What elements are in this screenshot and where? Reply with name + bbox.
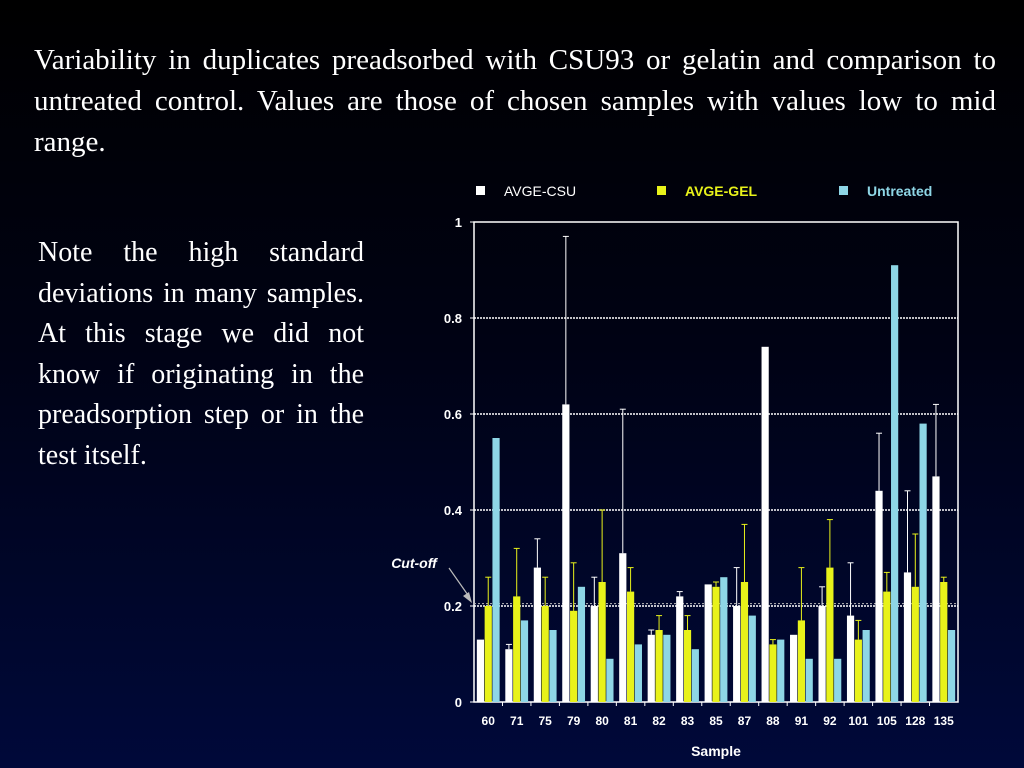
bar-avge-gel-75 — [541, 606, 549, 702]
bar-avge-csu-91 — [790, 634, 798, 702]
bar-avge-csu-79 — [562, 404, 570, 702]
cutoff-arrow — [448, 567, 471, 599]
bar-avge-gel-128 — [911, 586, 919, 702]
bar-untreated-92 — [834, 658, 842, 702]
x-tick-label: 105 — [877, 714, 897, 728]
legend-label: AVGE-GEL — [685, 183, 758, 199]
bar-avge-gel-105 — [883, 591, 891, 702]
x-tick-label: 81 — [624, 714, 638, 728]
legend-swatch — [476, 186, 485, 195]
x-tick-label: 83 — [681, 714, 695, 728]
bar-untreated-105 — [891, 265, 899, 702]
bar-avge-gel-92 — [826, 567, 834, 702]
bar-untreated-91 — [805, 658, 813, 702]
bar-untreated-60 — [492, 438, 500, 702]
bar-avge-gel-91 — [797, 620, 806, 702]
bar-untreated-81 — [634, 644, 642, 702]
bar-untreated-79 — [577, 586, 586, 702]
bar-avge-csu-128 — [903, 572, 912, 702]
bar-avge-gel-135 — [940, 582, 948, 702]
bar-untreated-82 — [663, 634, 671, 702]
x-tick-label: 60 — [482, 714, 496, 728]
bar-avge-gel-85 — [712, 586, 720, 702]
x-tick-label: 75 — [538, 714, 552, 728]
bar-avge-csu-88 — [761, 346, 769, 702]
y-tick-label: 0.8 — [444, 311, 462, 326]
y-tick-label: 0.2 — [444, 599, 462, 614]
legend-swatch — [657, 186, 666, 195]
slide-title: Variability in duplicates preadsorbed wi… — [34, 44, 996, 158]
bar-avge-csu-83 — [676, 596, 684, 702]
bar-avge-gel-71 — [513, 596, 521, 702]
x-tick-label: 87 — [738, 714, 752, 728]
bar-avge-gel-80 — [598, 582, 606, 702]
cutoff-label: Cut-off — [391, 555, 438, 571]
x-tick-label: 92 — [823, 714, 837, 728]
x-tick-label: 88 — [766, 714, 780, 728]
cutoff-arrowhead — [463, 592, 472, 603]
bar-untreated-85 — [720, 577, 728, 702]
bar-untreated-71 — [520, 620, 529, 702]
bar-untreated-83 — [691, 649, 699, 702]
x-tick-label: 80 — [595, 714, 609, 728]
x-tick-label: 71 — [510, 714, 524, 728]
bar-untreated-75 — [549, 630, 557, 702]
bar-avge-csu-60 — [476, 639, 485, 702]
bar-avge-csu-92 — [818, 606, 826, 702]
y-tick-label: 1 — [455, 215, 462, 230]
bar-avge-csu-75 — [533, 567, 541, 702]
bar-avge-csu-135 — [932, 476, 940, 702]
legend-swatch — [839, 186, 848, 195]
bar-avge-gel-60 — [484, 606, 492, 702]
legend-label: AVGE-CSU — [504, 183, 576, 199]
bar-avge-csu-82 — [647, 634, 655, 702]
bar-untreated-88 — [777, 639, 785, 702]
bar-avge-csu-85 — [704, 584, 712, 702]
bar-avge-csu-80 — [590, 606, 598, 702]
bar-avge-gel-101 — [854, 639, 862, 702]
bar-avge-gel-81 — [626, 591, 635, 702]
bar-avge-csu-105 — [875, 490, 883, 702]
bar-untreated-128 — [919, 423, 927, 702]
bar-avge-gel-87 — [740, 582, 749, 702]
x-tick-label: 82 — [652, 714, 666, 728]
bar-untreated-135 — [947, 630, 956, 702]
y-tick-label: 0.6 — [444, 407, 462, 422]
bar-untreated-101 — [862, 630, 870, 702]
bar-avge-csu-71 — [505, 649, 513, 702]
bar-avge-gel-82 — [655, 630, 663, 702]
bar-avge-gel-79 — [570, 610, 578, 702]
bar-untreated-87 — [748, 615, 756, 702]
slide-note: Note the high standard deviations in man… — [38, 237, 364, 471]
x-tick-label: 135 — [934, 714, 954, 728]
legend-label: Untreated — [867, 183, 932, 199]
bar-avge-csu-87 — [733, 606, 741, 702]
x-tick-label: 128 — [905, 714, 925, 728]
bar-untreated-80 — [606, 658, 614, 702]
x-tick-label: 101 — [848, 714, 868, 728]
y-tick-label: 0.4 — [444, 503, 463, 518]
x-tick-label: 79 — [567, 714, 581, 728]
y-tick-label: 0 — [455, 695, 462, 710]
bar-avge-csu-101 — [846, 615, 855, 702]
bar-avge-gel-88 — [769, 644, 777, 702]
x-tick-label: 91 — [795, 714, 809, 728]
x-axis-label: Sample — [691, 743, 741, 759]
bar-avge-gel-83 — [683, 630, 692, 702]
bar-avge-csu-81 — [619, 553, 627, 702]
x-tick-label: 85 — [709, 714, 723, 728]
